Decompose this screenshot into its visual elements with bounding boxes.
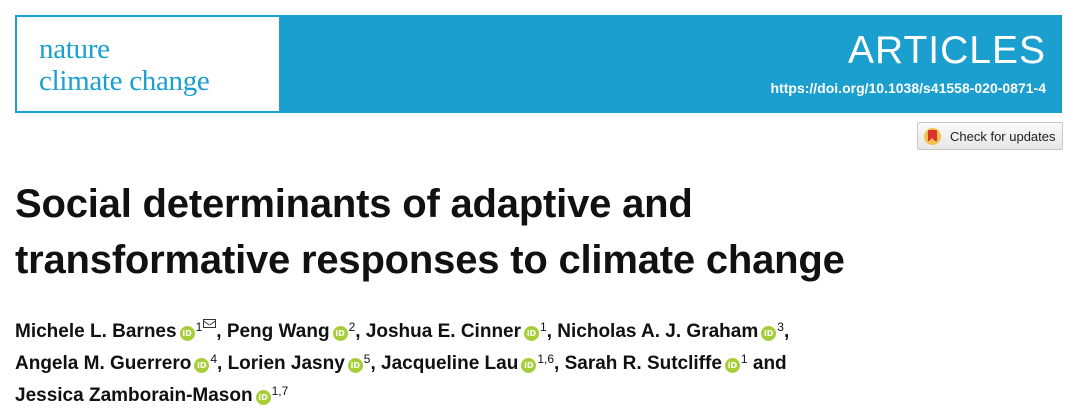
- check-for-updates-label: Check for updates: [950, 128, 1056, 144]
- orcid-icon[interactable]: iD: [347, 358, 363, 373]
- affiliation-marker: 1,7: [271, 384, 289, 398]
- author-name[interactable]: Nicholas A. J. Graham: [557, 321, 759, 342]
- author-name[interactable]: Peng Wang: [226, 321, 330, 342]
- orcid-icon[interactable]: iD: [524, 326, 540, 341]
- author-line-2: Angela M. Guerrero iD 4, Lorien Jasny iD 5, …: [15, 348, 1065, 380]
- orcid-icon[interactable]: iD: [332, 326, 348, 341]
- separator: ,: [370, 353, 382, 374]
- affiliation-marker: 1: [195, 320, 203, 334]
- author-name[interactable]: Jacqueline Lau: [381, 353, 519, 374]
- journal-name-line1: nature: [39, 33, 110, 65]
- affiliation-marker: 1: [540, 320, 547, 334]
- orcid-icon[interactable]: iD: [521, 358, 537, 373]
- author-name[interactable]: Michele L. Barnes: [15, 321, 177, 342]
- orcid-icon[interactable]: iD: [761, 326, 777, 341]
- orcid-icon[interactable]: iD: [724, 358, 740, 373]
- affiliation-marker: 1,6: [537, 352, 555, 366]
- separator: ,: [355, 321, 366, 342]
- article-title: Social determinants of adaptive and tran…: [15, 176, 845, 288]
- separator: ,: [546, 321, 558, 342]
- title-line-2: transformative responses to climate chan…: [15, 238, 845, 282]
- affiliation-marker: 3: [777, 320, 784, 334]
- separator: ,: [783, 321, 790, 342]
- journal-logo[interactable]: nature climate change: [15, 15, 281, 113]
- author-list: Michele L. Barnes iD 1, Peng Wang iD 2, Josh…: [15, 316, 1065, 412]
- orcid-icon[interactable]: iD: [194, 358, 210, 373]
- author-name[interactable]: Jessica Zamborain-Mason: [15, 385, 253, 406]
- affiliation-marker: 5: [363, 352, 371, 366]
- section-label: ARTICLES: [847, 29, 1046, 72]
- author-name[interactable]: Lorien Jasny: [227, 353, 345, 374]
- separator: ,: [217, 353, 228, 374]
- author-line-1: Michele L. Barnes iD 1, Peng Wang iD 2, Josh…: [15, 316, 1065, 348]
- author-name[interactable]: Joshua E. Cinner: [365, 321, 522, 342]
- author-line-3: Jessica Zamborain-Mason iD 1,7: [15, 380, 1065, 412]
- title-line-1: Social determinants of adaptive and: [15, 182, 693, 226]
- affiliation-marker: 1: [740, 352, 748, 366]
- author-name[interactable]: Angela M. Guerrero: [15, 353, 192, 374]
- check-for-updates-button[interactable]: Check for updates: [917, 122, 1063, 150]
- bookmark-icon: [924, 127, 941, 145]
- envelope-icon[interactable]: [203, 319, 217, 328]
- orcid-icon[interactable]: iD: [179, 326, 195, 341]
- affiliation-marker: 4: [210, 352, 218, 366]
- separator: ,: [554, 353, 565, 374]
- separator: ,: [216, 321, 227, 342]
- doi-link[interactable]: https://doi.org/10.1038/s41558-020-0871-…: [770, 80, 1046, 96]
- author-name[interactable]: Sarah R. Sutcliffe: [564, 353, 722, 374]
- journal-name-line2: climate change: [39, 65, 210, 97]
- orcid-icon[interactable]: iD: [255, 390, 271, 405]
- affiliation-marker: 2: [348, 320, 356, 334]
- separator: and: [747, 353, 787, 374]
- journal-banner: nature climate change ARTICLES https://d…: [15, 15, 1062, 113]
